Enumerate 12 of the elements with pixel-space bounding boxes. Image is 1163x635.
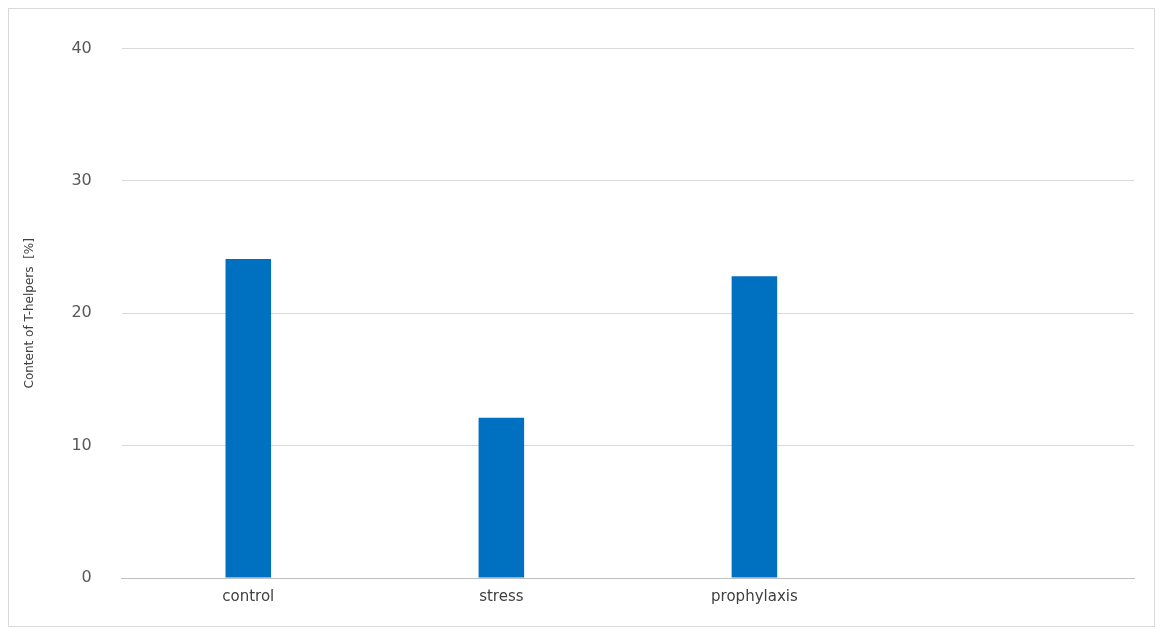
y-tick-label: 40 [71,37,92,57]
bar [478,417,525,578]
bar [731,276,778,578]
x-tick-label: stress [479,586,524,605]
y-tick-label: 10 [71,434,92,454]
x-tick-label: control [222,586,275,605]
y-axis-title: Content of T-helpers [%] [22,238,37,389]
y-tick-label: 0 [81,567,92,587]
y-tick-label: 30 [71,170,92,190]
bar [225,259,272,578]
x-tick-label: prophylaxis [711,586,798,605]
y-tick-label: 20 [71,302,92,322]
